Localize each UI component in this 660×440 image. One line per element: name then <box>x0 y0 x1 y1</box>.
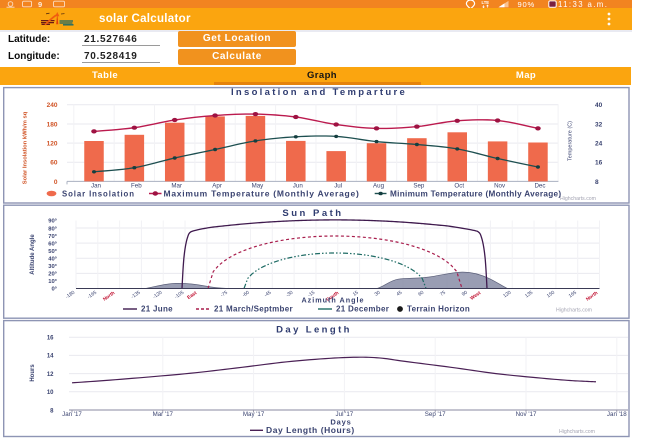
svg-text:East: East <box>186 290 198 301</box>
svg-text:9: 9 <box>38 0 42 8</box>
svg-text:Jan: Jan <box>91 182 102 189</box>
svg-text:Day Length (Hours): Day Length (Hours) <box>266 425 355 435</box>
svg-text:Aug: Aug <box>373 182 385 189</box>
svg-text:8: 8 <box>50 408 54 414</box>
svg-text:60°: 60° <box>48 241 57 247</box>
svg-text:Dec: Dec <box>534 182 545 189</box>
svg-text:Temperature (C): Temperature (C) <box>568 121 574 161</box>
svg-text:Jun: Jun <box>293 182 304 189</box>
svg-text:Sun Path: Sun Path <box>282 208 343 219</box>
svg-text:10: 10 <box>47 390 54 396</box>
svg-text:Day Length: Day Length <box>276 325 352 336</box>
svg-text:180: 180 <box>47 121 58 128</box>
svg-text:Nov: Nov <box>494 182 506 189</box>
svg-text:-30: -30 <box>285 290 294 299</box>
svg-text:Minimum Temperature (Monthly A: Minimum Temperature (Monthly Average) <box>390 189 561 198</box>
svg-text:80°: 80° <box>48 226 57 232</box>
svg-text:70°: 70° <box>48 234 57 240</box>
svg-text:75: 75 <box>439 290 447 298</box>
svg-text:21 June: 21 June <box>141 305 173 314</box>
svg-text:LTE: LTE <box>482 0 490 5</box>
svg-text:Oct: Oct <box>454 182 464 189</box>
svg-text:120: 120 <box>502 290 512 300</box>
svg-text:-105: -105 <box>174 290 186 301</box>
svg-text:90°: 90° <box>48 219 57 225</box>
svg-text:20°: 20° <box>48 272 57 278</box>
svg-text:40°: 40° <box>48 256 57 262</box>
svg-text:11:33 a.m.: 11:33 a.m. <box>558 0 608 8</box>
svg-text:May '17: May '17 <box>243 411 265 418</box>
svg-text:-75: -75 <box>220 290 229 299</box>
svg-text:45: 45 <box>395 290 403 298</box>
svg-text:Nov '17: Nov '17 <box>516 411 537 418</box>
svg-text:24: 24 <box>595 141 603 148</box>
svg-text:-60: -60 <box>241 290 250 299</box>
svg-text:Jul '17: Jul '17 <box>336 411 354 418</box>
svg-text:Jan '17: Jan '17 <box>62 411 82 418</box>
svg-text:90: 90 <box>461 290 469 298</box>
svg-text:0°: 0° <box>51 287 57 293</box>
svg-text:Sep: Sep <box>413 182 425 189</box>
svg-text:32: 32 <box>595 121 603 128</box>
svg-text:30: 30 <box>374 290 382 298</box>
svg-text:-180: -180 <box>65 290 77 301</box>
svg-text:8: 8 <box>595 179 599 186</box>
svg-text:Highcharts.com: Highcharts.com <box>559 429 595 435</box>
svg-text:-120: -120 <box>152 290 164 301</box>
svg-text:-165: -165 <box>86 290 98 301</box>
svg-text:16: 16 <box>47 336 54 342</box>
svg-text:60: 60 <box>50 160 58 167</box>
svg-text:165: 165 <box>568 290 578 300</box>
svg-text:120: 120 <box>47 141 58 148</box>
svg-text:30°: 30° <box>48 264 57 270</box>
svg-text:Mar '17: Mar '17 <box>153 411 174 418</box>
svg-text:-15: -15 <box>307 290 316 299</box>
svg-text:May: May <box>252 182 265 189</box>
svg-text:12: 12 <box>47 372 54 378</box>
svg-text:150: 150 <box>546 290 556 300</box>
svg-text:Hours: Hours <box>30 364 36 382</box>
svg-text:0: 0 <box>54 179 58 186</box>
svg-text:14: 14 <box>47 354 54 360</box>
svg-text:10°: 10° <box>48 279 57 285</box>
svg-text:Solar Insolation kWh/m sq: Solar Insolation kWh/m sq <box>23 111 29 184</box>
svg-text:Azimuth Angle: Azimuth Angle <box>301 296 364 305</box>
svg-text:60: 60 <box>417 290 425 298</box>
svg-text:Highcharts.com: Highcharts.com <box>560 196 596 202</box>
svg-text:16: 16 <box>595 160 603 167</box>
svg-text:40: 40 <box>595 102 603 109</box>
svg-text:21 March/Septmber: 21 March/Septmber <box>214 305 293 314</box>
svg-text:50°: 50° <box>48 249 57 255</box>
svg-text:Solar Insolation: Solar Insolation <box>62 189 135 198</box>
svg-text:Feb: Feb <box>131 182 142 189</box>
svg-text:Highcharts.com: Highcharts.com <box>556 308 592 314</box>
svg-text:Days: Days <box>330 418 351 427</box>
svg-text:-45: -45 <box>263 290 272 299</box>
svg-text:Altitude Angle: Altitude Angle <box>30 234 36 275</box>
svg-text:Jan '18: Jan '18 <box>607 411 627 418</box>
svg-text:-135: -135 <box>130 290 142 301</box>
svg-text:21 December: 21 December <box>336 305 389 314</box>
svg-text:West: West <box>469 290 482 302</box>
svg-text:Sep '17: Sep '17 <box>425 411 446 418</box>
svg-text:Jul: Jul <box>334 182 342 189</box>
svg-text:15: 15 <box>352 290 360 298</box>
svg-text:Terrain Horizon: Terrain Horizon <box>407 305 470 314</box>
svg-text:Maximum Temperature (Monthly A: Maximum Temperature (Monthly Average) <box>164 188 360 198</box>
svg-text:240: 240 <box>47 102 58 109</box>
svg-text:90%: 90% <box>518 0 536 8</box>
svg-text:Apr: Apr <box>212 182 222 189</box>
svg-text:Insolation and Temparture: Insolation and Temparture <box>231 87 407 98</box>
svg-text:135: 135 <box>524 290 534 300</box>
svg-text:Mar: Mar <box>171 182 182 189</box>
